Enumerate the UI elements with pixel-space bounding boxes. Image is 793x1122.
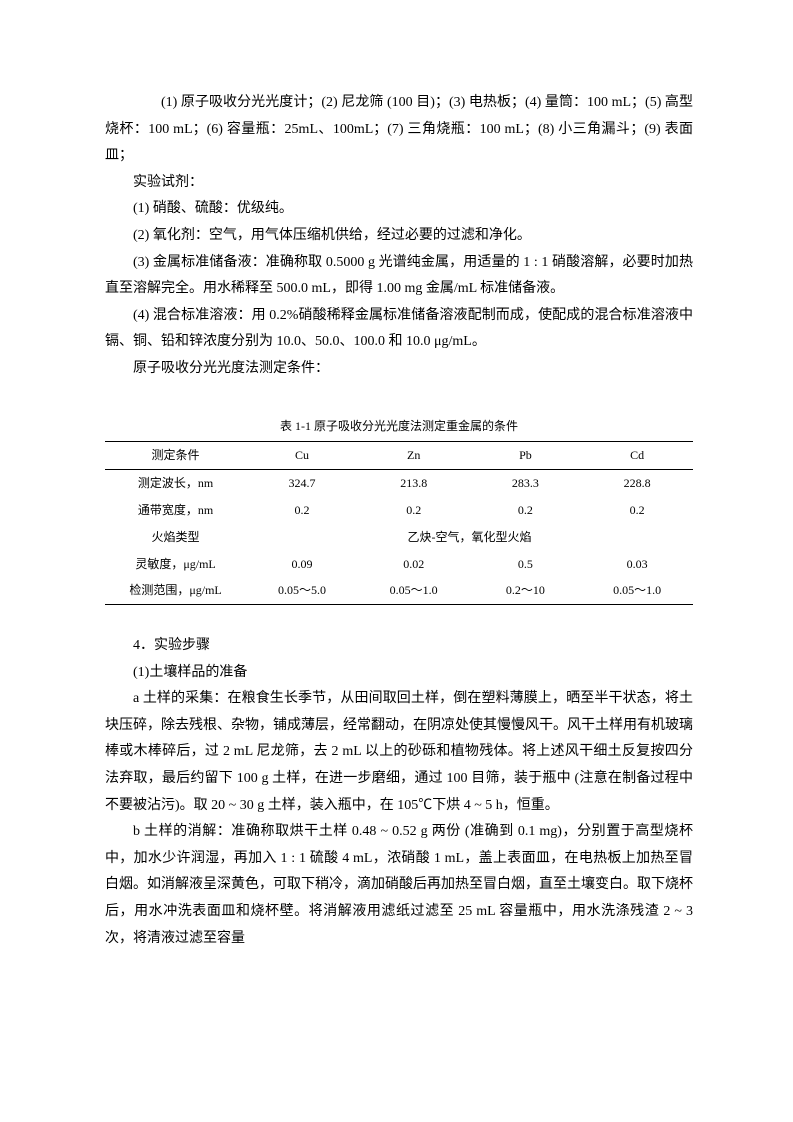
col-header: Cd — [581, 442, 693, 470]
reagent-3: (3) 金属标准储备液：准确称取 0.5000 g 光谱纯金属，用适量的 1 :… — [105, 250, 693, 303]
cell: 0.2～10 — [470, 577, 582, 604]
table-row: 测定波长，nm 324.7 213.8 283.3 228.8 — [105, 470, 693, 497]
cell: 0.2 — [581, 497, 693, 524]
table-row: 灵敏度，μg/mL 0.09 0.02 0.5 0.03 — [105, 551, 693, 578]
table-header-row: 测定条件 Cu Zn Pb Cd — [105, 442, 693, 470]
cell: 0.2 — [358, 497, 470, 524]
cell: 213.8 — [358, 470, 470, 497]
equipment-list: (1) 原子吸收分光光度计；(2) 尼龙筛 (100 目)；(3) 电热板；(4… — [105, 90, 693, 170]
step-a: a 土样的采集：在粮食生长季节，从田间取回土样，倒在塑料薄膜上，晒至半干状态，将… — [105, 686, 693, 819]
cell: 0.5 — [470, 551, 582, 578]
cell-span: 乙炔-空气，氧化型火焰 — [246, 524, 693, 551]
col-header: Pb — [470, 442, 582, 470]
table-row-span: 火焰类型 乙炔-空气，氧化型火焰 — [105, 524, 693, 551]
cell: 0.05～5.0 — [246, 577, 358, 604]
conditions-table-wrap: 表 1-1 原子吸收分光光度法测定重金属的条件 测定条件 Cu Zn Pb Cd… — [105, 415, 693, 606]
reagent-2: (2) 氧化剂：空气，用气体压缩机供给，经过必要的过滤和净化。 — [105, 223, 693, 250]
col-header: 测定条件 — [105, 442, 246, 470]
table-caption: 表 1-1 原子吸收分光光度法测定重金属的条件 — [105, 415, 693, 438]
cell: 0.09 — [246, 551, 358, 578]
cell: 0.2 — [246, 497, 358, 524]
reagent-4: (4) 混合标准溶液：用 0.2%硝酸稀释金属标准储备溶液配制而成，使配成的混合… — [105, 303, 693, 356]
row-label: 火焰类型 — [105, 524, 246, 551]
row-label: 通带宽度，nm — [105, 497, 246, 524]
step-b: b 土样的消解：准确称取烘干土样 0.48 ~ 0.52 g 两份 (准确到 0… — [105, 819, 693, 952]
conditions-table: 测定条件 Cu Zn Pb Cd 测定波长，nm 324.7 213.8 283… — [105, 441, 693, 605]
cell: 324.7 — [246, 470, 358, 497]
reagent-heading: 实验试剂： — [105, 170, 693, 197]
cell: 0.02 — [358, 551, 470, 578]
row-label: 灵敏度，μg/mL — [105, 551, 246, 578]
col-header: Zn — [358, 442, 470, 470]
table-row: 检测范围，μg/mL 0.05～5.0 0.05～1.0 0.2～10 0.05… — [105, 577, 693, 604]
cell: 283.3 — [470, 470, 582, 497]
cell: 0.05～1.0 — [581, 577, 693, 604]
col-header: Cu — [246, 442, 358, 470]
steps-heading: 4．实验步骤 — [105, 633, 693, 660]
row-label: 检测范围，μg/mL — [105, 577, 246, 604]
cell: 0.05～1.0 — [358, 577, 470, 604]
reagent-1: (1) 硝酸、硫酸：优级纯。 — [105, 196, 693, 223]
conditions-heading: 原子吸收分光光度法测定条件： — [105, 356, 693, 383]
row-label: 测定波长，nm — [105, 470, 246, 497]
step-1-title: (1)土壤样品的准备 — [105, 660, 693, 687]
cell: 0.03 — [581, 551, 693, 578]
cell: 0.2 — [470, 497, 582, 524]
table-row: 通带宽度，nm 0.2 0.2 0.2 0.2 — [105, 497, 693, 524]
cell: 228.8 — [581, 470, 693, 497]
